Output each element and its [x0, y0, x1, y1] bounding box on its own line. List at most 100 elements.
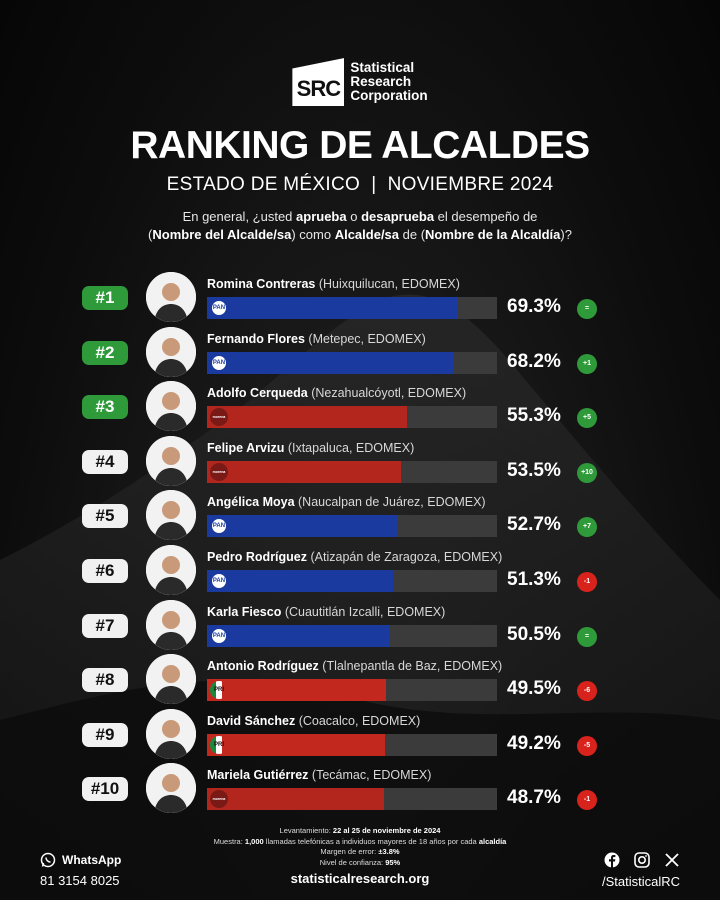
approval-value: 52.7% [507, 514, 561, 536]
mayor-name: Fernando Flores [207, 331, 305, 346]
bar-track: PRI [207, 733, 497, 756]
approval-value: 48.7% [507, 787, 561, 809]
mayor-name: Felipe Arvizu [207, 440, 285, 455]
change-badge: -5 [577, 735, 597, 756]
approval-bar [207, 570, 393, 592]
facebook-icon[interactable] [604, 852, 620, 868]
party-logo-icon: PAN [210, 517, 228, 536]
whatsapp-number: 81 3154 8025 [40, 873, 120, 888]
mayor-name: David Sánchez [207, 713, 296, 728]
src-logo: SRC Statistical Research Corporation [0, 58, 720, 106]
party-logo-icon: PAN [210, 299, 228, 317]
approval-bar [207, 297, 459, 319]
rank-badge: #1 [82, 286, 128, 310]
change-badge: +5 [577, 408, 597, 429]
avatar [146, 272, 196, 322]
social-links: /StatisticalRC [602, 852, 680, 889]
logo-mark: SRC [292, 58, 345, 106]
ranking-row: #2 Fernando Flores (Metepec, EDOMEX) PAN 68… [0, 325, 720, 380]
avatar [146, 763, 196, 814]
mayor-name: Pedro Rodríguez [207, 550, 308, 564]
approval-bar [207, 679, 387, 702]
party-logo-icon: morena [210, 408, 228, 427]
mayor-name: Angélica Moya [207, 495, 295, 510]
mayor-name: Mariela Gutiérrez [207, 768, 309, 783]
whatsapp-icon [40, 852, 56, 868]
approval-bar [207, 406, 408, 429]
avatar [146, 708, 196, 759]
party-logo-icon: PRI [210, 681, 228, 700]
approval-value: 55.3% [507, 405, 561, 427]
website-link[interactable]: statisticalresearch.org [290, 871, 430, 886]
party-logo-icon: morena [210, 790, 228, 809]
bar-track: PAN [207, 570, 497, 592]
avatar [146, 545, 196, 595]
mayor-name-line: Angélica Moya (Naucalpan de Juárez, EDOM… [207, 495, 486, 509]
approval-bar [207, 351, 455, 374]
avatar [146, 381, 196, 432]
whatsapp-label: WhatsApp [62, 853, 122, 867]
mayor-location: (Cuautitlán Izcalli, EDOMEX) [284, 604, 446, 619]
methodology-note: Levantamiento: 22 al 25 de noviembre de … [213, 826, 507, 867]
avatar [146, 326, 196, 377]
party-logo-icon: PAN [210, 353, 228, 372]
ranking-row: #8 Antonio Rodríguez (Tlalnepantla de Baz… [0, 652, 720, 707]
survey-question: En general, ¿usted aprueba o desaprueba … [148, 209, 572, 242]
mayor-location: (Tecámac, EDOMEX) [311, 768, 432, 783]
mayor-name: Antonio Rodríguez [207, 659, 319, 674]
avatar [146, 490, 196, 541]
avatar [146, 435, 196, 486]
rank-badge: #7 [82, 613, 128, 638]
header: SRC Statistical Research Corporation RAN… [0, 58, 720, 244]
approval-bar [207, 788, 384, 811]
mayor-location: (Naucalpan de Juárez, EDOMEX) [298, 495, 486, 510]
party-logo-icon: PAN [210, 626, 228, 645]
change-badge: +10 [577, 462, 597, 483]
mayor-location: (Coacalco, EDOMEX) [298, 713, 421, 728]
bar-track: PAN [207, 351, 497, 374]
approval-value: 68.2% [507, 350, 561, 372]
rank-badge: #8 [82, 668, 128, 693]
change-badge: = [577, 299, 597, 319]
bar-track: PAN [207, 515, 497, 538]
mayor-name-line: Pedro Rodríguez (Atizapán de Zaragoza, E… [207, 550, 502, 564]
whatsapp-contact[interactable]: WhatsApp 81 3154 8025 [40, 852, 121, 888]
party-logo-icon: morena [210, 462, 228, 481]
approval-bar [207, 515, 399, 538]
mayor-name-line: Karla Fiesco (Cuautitlán Izcalli, EDOMEX… [207, 605, 445, 619]
bar-track: PAN [207, 624, 497, 647]
mayor-name-line: Mariela Gutiérrez (Tecámac, EDOMEX) [207, 768, 431, 782]
approval-bar [207, 733, 386, 756]
ranking-row: #4 Felipe Arvizu (Ixtapaluca, EDOMEX) more… [0, 434, 720, 489]
ranking-row: #6 Pedro Rodríguez (Atizapán de Zaragoza,… [0, 543, 720, 598]
mayor-name: Karla Fiesco [207, 604, 282, 619]
approval-value: 49.2% [507, 732, 561, 754]
page-title: RANKING DE ALCALDES [130, 124, 590, 167]
ranking-row: #10 Mariela Gutiérrez (Tecámac, EDOMEX) mo… [0, 761, 720, 816]
ranking-row: #3 Adolfo Cerqueda (Nezahualcóyotl, EDOME… [0, 379, 720, 434]
x-icon[interactable] [664, 852, 680, 868]
mayor-location: (Metepec, EDOMEX) [308, 331, 426, 346]
rank-badge: #5 [82, 504, 128, 529]
mayor-name-line: Antonio Rodríguez (Tlalnepantla de Baz, … [207, 659, 502, 673]
avatar [146, 654, 196, 705]
page-subtitle: ESTADO DE MÉXICO | NOVIEMBRE 2024 [166, 174, 554, 195]
rank-badge: #6 [82, 559, 128, 583]
approval-value: 53.5% [507, 459, 561, 481]
social-handle: /StatisticalRC [601, 874, 680, 889]
change-badge: -6 [577, 681, 597, 702]
rank-badge: #10 [82, 777, 128, 802]
ranking-row: #5 Angélica Moya (Naucalpan de Juárez, ED… [0, 488, 720, 543]
mayor-name-line: Felipe Arvizu (Ixtapaluca, EDOMEX) [207, 441, 414, 455]
mayor-location: (Nezahualcóyotl, EDOMEX) [311, 386, 467, 401]
rank-badge: #2 [82, 340, 128, 365]
mayor-location: (Ixtapaluca, EDOMEX) [287, 440, 415, 455]
bar-track: PRI [207, 679, 497, 702]
change-badge: +7 [577, 517, 597, 538]
approval-value: 50.5% [507, 623, 561, 645]
mayor-location: (Huixquilucan, EDOMEX) [318, 277, 460, 291]
rank-badge: #3 [82, 395, 128, 420]
ranking-row: #7 Karla Fiesco (Cuautitlán Izcalli, EDOM… [0, 598, 720, 653]
instagram-icon[interactable] [634, 852, 650, 868]
approval-value: 51.3% [507, 569, 561, 590]
